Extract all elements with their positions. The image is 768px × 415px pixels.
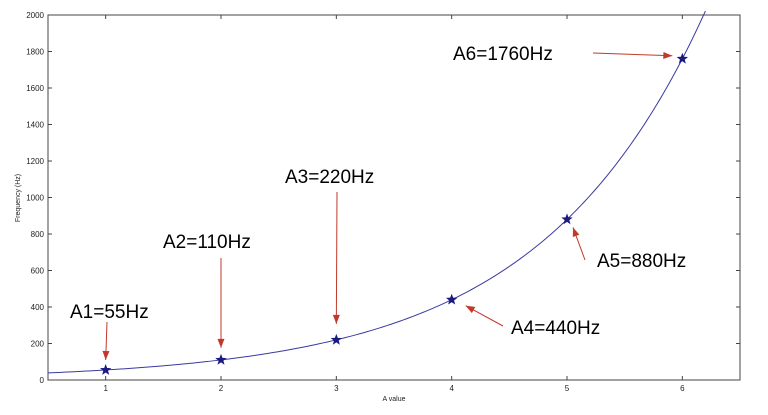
y-tick-label: 0 (40, 376, 45, 385)
x-tick-label: 3 (334, 384, 339, 393)
annotation-label-a1: A1=55Hz (70, 302, 149, 323)
x-tick-label: 5 (565, 384, 570, 393)
y-tick-label: 200 (31, 340, 45, 349)
annotations: A1=55Hz A2=110Hz A3=220Hz A4=440Hz A5=88… (70, 44, 686, 339)
x-axis-label: A value (383, 396, 406, 403)
annotation-label-a2: A2=110Hz (163, 232, 251, 253)
y-tick-label: 1200 (26, 157, 44, 166)
y-tick-label: 1400 (26, 121, 44, 130)
x-tick-label: 1 (103, 384, 108, 393)
annotation-label-a3: A3=220Hz (285, 167, 374, 188)
arrow-head (102, 350, 110, 360)
annotation-label-a5: A5=880Hz (597, 251, 686, 272)
y-tick-label: 2000 (26, 11, 44, 20)
arrow-head (572, 227, 580, 238)
data-point-star (99, 363, 112, 375)
y-tick-label: 1600 (26, 84, 44, 93)
annotation-label-a4: A4=440Hz (511, 318, 600, 339)
arrow-shaft (592, 52, 673, 57)
y-tick-label: 1800 (26, 48, 44, 57)
arrow-head (465, 305, 476, 314)
y-axis-label: Frequency (Hz) (15, 174, 22, 222)
data-point-star (445, 293, 458, 305)
y-tick-label: 600 (31, 267, 45, 276)
data-markers (99, 52, 689, 375)
arrow-shaft (335, 191, 338, 324)
y-tick-label: 1000 (26, 194, 44, 203)
y-axis: 0 200 400 600 800 1000 1200 1400 1600 1800 2000 (26, 11, 740, 385)
y-tick-label: 400 (31, 303, 45, 312)
arrow-head (217, 338, 225, 348)
data-point-star (676, 52, 689, 64)
arrow-head (332, 314, 340, 324)
arrow-head (663, 51, 673, 59)
data-point-star (561, 213, 573, 225)
y-tick-label: 800 (31, 230, 45, 239)
x-tick-label: 6 (680, 384, 685, 393)
annotation-label-a6: A6=1760Hz (453, 44, 553, 65)
x-tick-label: 2 (219, 384, 224, 393)
annotation-arrows (102, 51, 673, 360)
plot-area (47, 14, 741, 381)
data-point-star (330, 333, 343, 345)
x-axis: 1 2 3 4 5 6 (103, 15, 685, 393)
data-point-star (215, 353, 227, 365)
frequency-curve (47, 10, 706, 374)
x-tick-label: 4 (449, 384, 454, 393)
